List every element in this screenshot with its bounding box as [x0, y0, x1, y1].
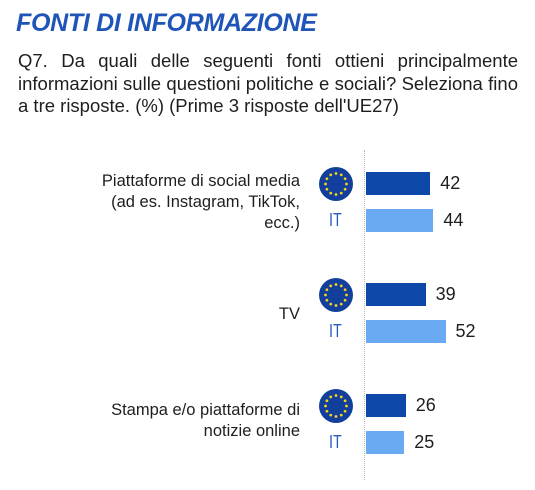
bar-eu27 [366, 394, 406, 417]
data-label: 25 [414, 432, 435, 452]
data-label: 26 [415, 395, 436, 415]
data-label: 52 [455, 321, 476, 341]
eu-flag-icon [319, 167, 353, 201]
category-label: Stampa e/o piattaforme di notizie online [111, 401, 300, 440]
data-label: 42 [440, 173, 461, 193]
data-label: 39 [435, 284, 456, 304]
category-label: TV [278, 305, 300, 323]
bar-eu27 [366, 172, 431, 195]
bar-it [366, 209, 434, 232]
it-country-label: IT [329, 432, 342, 452]
eu-flag-icon [319, 389, 353, 423]
eu-flag-icon [319, 278, 353, 312]
it-country-label: IT [329, 210, 342, 230]
bar-eu27 [366, 283, 426, 306]
bar-it [366, 431, 405, 454]
data-label: 44 [443, 210, 464, 230]
bar-it [366, 320, 446, 343]
axis-divider [364, 150, 365, 480]
it-country-label: IT [329, 321, 342, 341]
category-label: Piattaforme di social media (ad es. Insta… [101, 172, 300, 232]
page-title: FONTI DI INFORMAZIONE [16, 9, 317, 37]
question-text: Q7. Da quali delle seguenti fonti ottien… [18, 50, 518, 116]
